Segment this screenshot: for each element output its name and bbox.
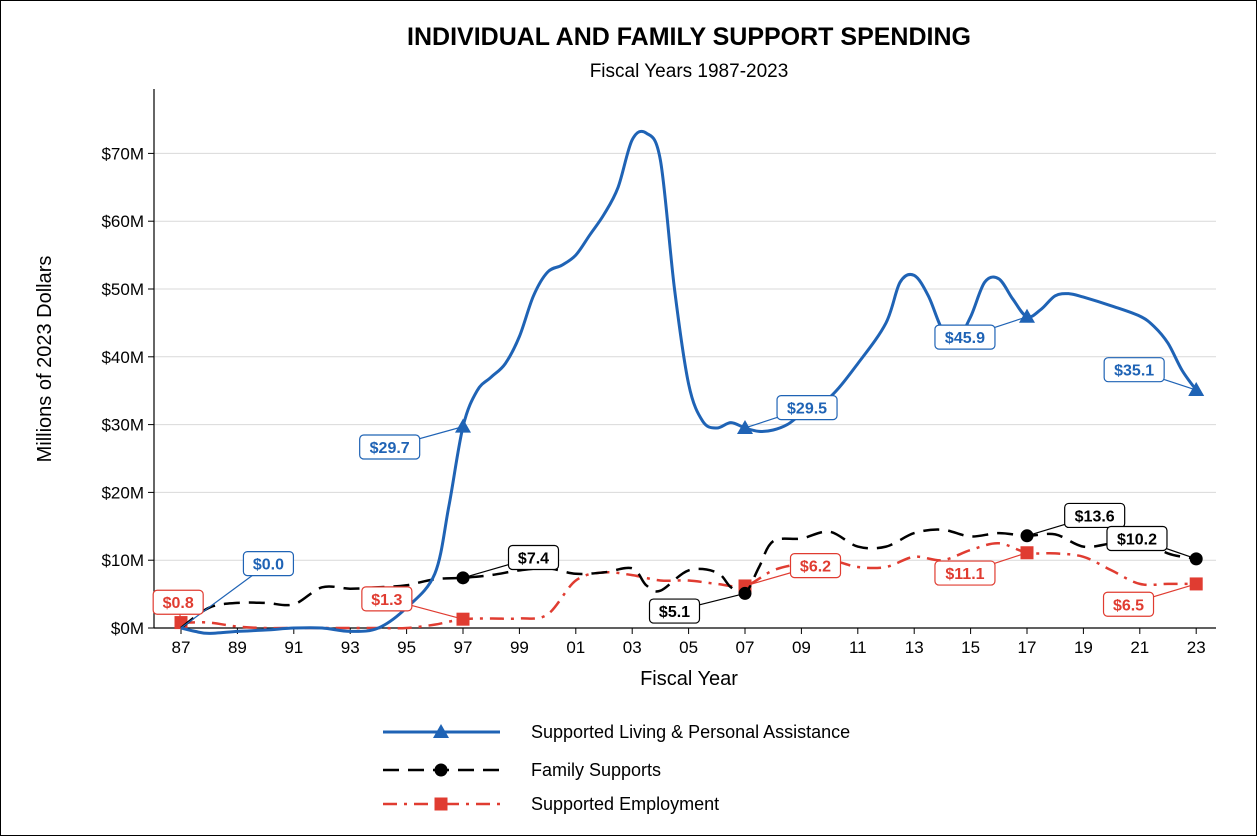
x-tick-label: 91: [284, 638, 303, 657]
series-0-marker-1: [737, 419, 753, 434]
data-label-box-6: [648, 598, 701, 624]
y-tick-label: $60M: [101, 212, 144, 231]
data-labels: $0.0 $29.7 $29.5 $45.9 $35.1 $7.4 $5.1 $13.6$10…: [152, 316, 1197, 629]
x-tick-label: 03: [623, 638, 642, 657]
y-tick-label: $0M: [111, 619, 144, 638]
y-tick-label: $40M: [101, 348, 144, 367]
x-tick-label: 07: [736, 638, 755, 657]
series-lines: [174, 129, 1205, 635]
data-label: $1.3: [371, 592, 402, 609]
legend-marker-2: [434, 797, 448, 811]
data-label: $11.1: [945, 566, 984, 583]
y-tick-labels: $0M $10M $20M $30M $40M $50M $60M $70M: [101, 144, 154, 638]
legend-marker-1: [434, 763, 448, 777]
gridlines: [154, 152, 1216, 561]
data-label-box-9: [152, 589, 204, 615]
series-0-marker-2: [1019, 308, 1035, 323]
data-label-box-11: [789, 553, 842, 579]
y-axis-title: Millions of 2023 Dollars: [34, 256, 56, 463]
data-label-box-12: [934, 560, 996, 586]
data-label: $6.5: [1113, 597, 1144, 614]
legend-label: Supported Living & Personal Assistance: [531, 722, 850, 742]
x-tick-label: 13: [905, 638, 924, 657]
chart-subtitle: Fiscal Years 1987-2023: [590, 61, 789, 82]
data-label-box-10: [361, 586, 413, 612]
data-label: $0.0: [253, 557, 284, 574]
legend-marker-0: [433, 724, 449, 738]
data-label-box-8: [1106, 525, 1168, 552]
data-label-box-13: [1102, 591, 1155, 617]
x-tick-label: 23: [1187, 638, 1206, 657]
x-tick-label: 05: [679, 638, 698, 657]
x-tick-label: 17: [1018, 638, 1037, 657]
y-tick-label: $20M: [101, 483, 144, 502]
series-0-marker-0: [455, 418, 471, 433]
series-line-0: [180, 129, 1198, 635]
x-tick-label: 15: [961, 638, 980, 657]
data-label: $29.7: [370, 440, 410, 457]
data-label: $5.1: [659, 604, 690, 621]
x-tick-label: 89: [228, 638, 247, 657]
legend: Supported Living & Personal Assistance Fa…: [383, 722, 850, 814]
y-tick-label: $50M: [101, 280, 144, 299]
y-tick-label: $30M: [101, 416, 144, 435]
data-label: $10.2: [1117, 532, 1157, 549]
x-tick-label: 09: [792, 638, 811, 657]
y-tick-label: $70M: [101, 144, 144, 163]
data-label-box-1: [359, 434, 421, 460]
x-tick-label: 97: [454, 638, 473, 657]
x-tick-label: 95: [397, 638, 416, 657]
data-label-box-4: [1103, 357, 1165, 383]
data-label: $13.6: [1075, 508, 1115, 525]
x-tick-label: 11: [849, 638, 867, 657]
x-tick-label: 19: [1074, 638, 1093, 657]
data-label: $6.2: [800, 559, 831, 576]
x-tick-label: 21: [1130, 638, 1149, 657]
data-label-box-5: [507, 544, 560, 571]
data-label: $45.9: [945, 330, 985, 347]
x-tick-label: 01: [566, 638, 585, 657]
x-axis-title: Fiscal Year: [640, 668, 738, 690]
data-label-box-3: [934, 324, 996, 350]
x-tick-label: 99: [510, 638, 529, 657]
legend-label: Family Supports: [531, 760, 661, 780]
series-line-1: [180, 528, 1197, 630]
chart-title: INDIVIDUAL AND FAMILY SUPPORT SPENDING: [407, 23, 971, 51]
data-label-box-0: [242, 550, 295, 577]
x-tick-label: 87: [172, 638, 191, 657]
x-tick-label: 93: [341, 638, 360, 657]
x-tick-labels: 87 89 91 93 95 97 99 01 03 05 07 09 11 13 15 17 19 21 23: [172, 628, 1206, 657]
data-label: $35.1: [1114, 363, 1154, 380]
data-label: $7.4: [518, 550, 549, 567]
data-label-box-2: [776, 395, 838, 421]
data-label: $0.8: [163, 595, 194, 612]
data-label-box-7: [1064, 502, 1126, 529]
data-label: $29.5: [787, 401, 827, 418]
series-0-marker-3: [1188, 382, 1205, 397]
y-tick-label: $10M: [101, 551, 144, 570]
legend-label: Supported Employment: [531, 794, 719, 814]
